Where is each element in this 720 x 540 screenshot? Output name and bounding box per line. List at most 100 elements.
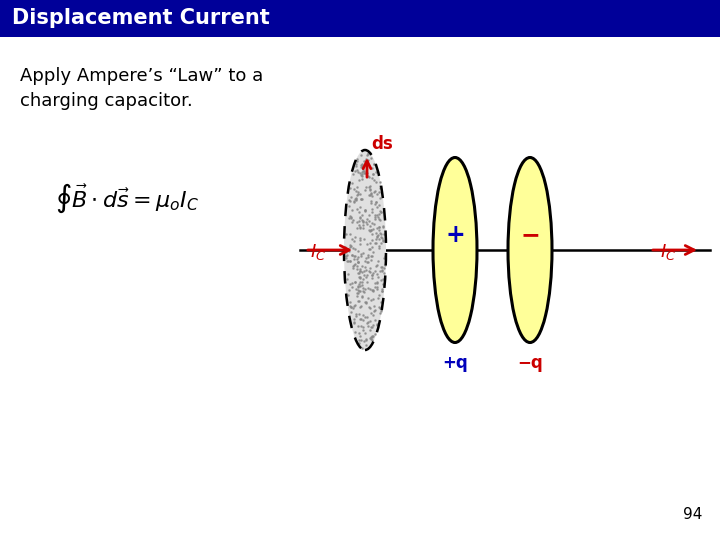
Point bbox=[364, 263, 376, 272]
Point bbox=[359, 157, 370, 165]
Point bbox=[354, 273, 366, 281]
Point bbox=[379, 264, 390, 273]
Point bbox=[351, 312, 362, 320]
Point bbox=[361, 168, 373, 177]
Point bbox=[377, 280, 388, 289]
Point bbox=[354, 281, 366, 290]
Point bbox=[373, 200, 384, 209]
Point bbox=[375, 262, 387, 271]
Point bbox=[350, 233, 361, 241]
Point bbox=[376, 267, 387, 275]
Point bbox=[362, 294, 374, 302]
Point bbox=[367, 269, 379, 278]
Point bbox=[359, 168, 371, 177]
Point bbox=[368, 170, 379, 179]
Point bbox=[359, 206, 371, 214]
Point bbox=[377, 222, 389, 231]
Point bbox=[341, 275, 352, 284]
Point bbox=[352, 258, 364, 267]
Point bbox=[349, 260, 361, 268]
Point bbox=[366, 336, 377, 345]
Point bbox=[356, 293, 368, 301]
Point bbox=[354, 287, 366, 295]
Point bbox=[354, 269, 365, 278]
Point bbox=[359, 262, 371, 271]
Point bbox=[374, 184, 386, 193]
Point bbox=[366, 174, 377, 183]
Point bbox=[369, 305, 381, 314]
Point bbox=[365, 323, 377, 332]
Point bbox=[356, 292, 367, 301]
Point bbox=[356, 278, 367, 286]
Point bbox=[369, 214, 381, 223]
Point bbox=[361, 313, 372, 321]
Point bbox=[368, 176, 379, 185]
Point bbox=[361, 219, 373, 228]
Point bbox=[377, 286, 388, 295]
Point bbox=[372, 231, 384, 239]
Point bbox=[358, 218, 369, 226]
Point bbox=[377, 266, 388, 274]
Point bbox=[363, 191, 374, 200]
Point bbox=[364, 226, 376, 235]
Point bbox=[357, 311, 369, 320]
Point bbox=[345, 308, 356, 317]
Point bbox=[362, 172, 374, 180]
Point bbox=[372, 320, 383, 328]
Point bbox=[363, 252, 374, 261]
Point bbox=[354, 235, 366, 244]
Point bbox=[356, 151, 367, 159]
Point bbox=[365, 255, 377, 264]
Point bbox=[343, 195, 355, 204]
Point bbox=[355, 239, 366, 248]
Point bbox=[377, 262, 388, 271]
Point bbox=[369, 238, 380, 247]
Ellipse shape bbox=[433, 158, 477, 342]
Point bbox=[346, 192, 357, 201]
Point bbox=[352, 282, 364, 291]
Point bbox=[364, 183, 375, 192]
Point bbox=[359, 256, 371, 265]
Point bbox=[364, 185, 376, 194]
Point bbox=[343, 286, 355, 294]
Point bbox=[356, 281, 368, 289]
Point bbox=[356, 175, 368, 184]
Point bbox=[366, 335, 377, 343]
Point bbox=[339, 247, 351, 255]
Point bbox=[369, 329, 380, 338]
Point bbox=[376, 230, 387, 238]
Point bbox=[348, 254, 359, 263]
Point bbox=[348, 301, 360, 310]
Point bbox=[359, 167, 370, 176]
Point bbox=[378, 254, 390, 262]
Point bbox=[369, 219, 380, 228]
Point bbox=[353, 286, 364, 295]
Point bbox=[376, 208, 387, 217]
Point bbox=[374, 307, 386, 316]
Point bbox=[372, 213, 384, 221]
Point bbox=[360, 218, 372, 226]
Point bbox=[373, 257, 384, 266]
Point bbox=[357, 220, 369, 229]
Point bbox=[361, 257, 373, 266]
Point bbox=[351, 159, 362, 168]
Point bbox=[372, 273, 384, 281]
Point bbox=[373, 303, 384, 312]
Point bbox=[351, 285, 362, 293]
Point bbox=[372, 233, 383, 241]
Point bbox=[374, 215, 385, 224]
Point bbox=[375, 207, 387, 216]
Point bbox=[364, 182, 375, 191]
Point bbox=[361, 160, 372, 168]
Point bbox=[348, 198, 360, 206]
Point bbox=[356, 261, 368, 270]
Bar bbox=[0, 0, 720, 37]
Point bbox=[374, 206, 386, 215]
Point bbox=[348, 263, 359, 272]
Point bbox=[350, 245, 361, 253]
Point bbox=[369, 200, 381, 208]
Point bbox=[346, 302, 357, 311]
Point bbox=[359, 207, 371, 216]
Point bbox=[348, 262, 359, 271]
Point bbox=[348, 319, 359, 327]
